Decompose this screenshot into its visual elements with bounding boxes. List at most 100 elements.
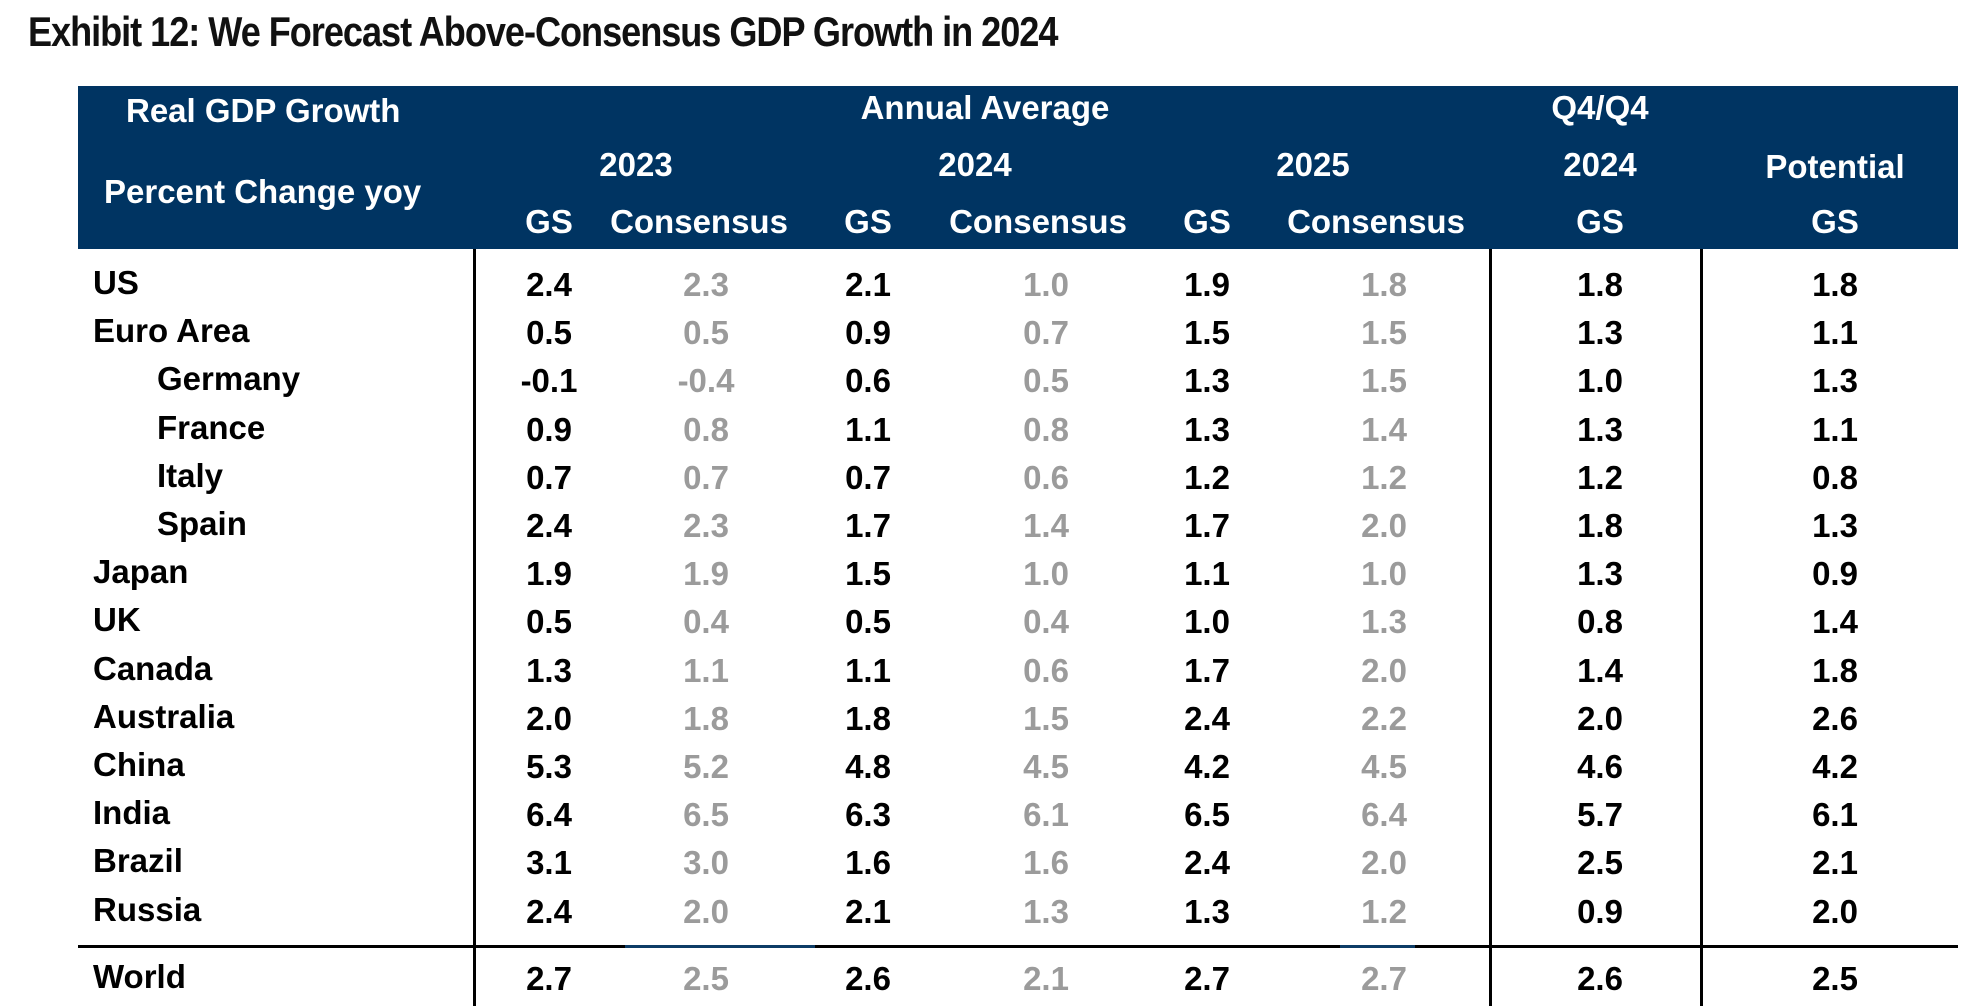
cell-2023-gs: 2.7 bbox=[526, 960, 572, 997]
header-year-2023: 2023 bbox=[599, 146, 673, 183]
cell-2023-gs: 2.4 bbox=[526, 266, 572, 303]
cell-2025-gs: 1.2 bbox=[1184, 459, 1230, 496]
cell-2024-consensus: 6.1 bbox=[1023, 796, 1069, 833]
cell-2024-consensus: 0.8 bbox=[1023, 411, 1069, 448]
cell-q4q4-gs: 5.7 bbox=[1577, 796, 1623, 833]
cell-2024-gs: 0.6 bbox=[845, 362, 891, 399]
column-divider-potential bbox=[1700, 249, 1703, 1006]
cell-2023-consensus: 1.1 bbox=[683, 652, 729, 689]
row-label: Brazil bbox=[93, 842, 183, 879]
world-separator-line bbox=[78, 945, 1958, 948]
row-label: France bbox=[157, 409, 266, 446]
cell-2024-gs: 2.1 bbox=[845, 893, 891, 930]
cell-2023-consensus: 2.0 bbox=[683, 893, 729, 930]
cell-2025-gs: 4.2 bbox=[1184, 748, 1230, 785]
row-label: Spain bbox=[157, 505, 247, 542]
cell-potential-gs: 1.1 bbox=[1812, 314, 1858, 351]
cell-2023-gs: 2.4 bbox=[526, 893, 572, 930]
cell-2023-gs: 0.5 bbox=[526, 314, 572, 351]
cell-2024-gs: 1.1 bbox=[845, 652, 891, 689]
cell-2025-gs: 1.7 bbox=[1184, 652, 1230, 689]
cell-potential-gs: 6.1 bbox=[1812, 796, 1858, 833]
header-year-2025: 2025 bbox=[1276, 146, 1350, 183]
cell-2024-gs: 2.6 bbox=[845, 960, 891, 997]
cell-2025-consensus: 1.2 bbox=[1361, 459, 1407, 496]
cell-2023-consensus: 1.9 bbox=[683, 555, 729, 592]
cell-potential-gs: 2.0 bbox=[1812, 893, 1858, 930]
cell-2024-consensus: 1.3 bbox=[1023, 893, 1069, 930]
cell-2023-consensus: 0.7 bbox=[683, 459, 729, 496]
cell-2024-gs: 6.3 bbox=[845, 796, 891, 833]
cell-2023-consensus: 2.3 bbox=[683, 507, 729, 544]
cell-q4q4-gs: 1.8 bbox=[1577, 266, 1623, 303]
cell-2024-consensus: 0.6 bbox=[1023, 652, 1069, 689]
cell-2023-gs: -0.1 bbox=[520, 362, 578, 399]
cell-2025-consensus: 2.0 bbox=[1361, 844, 1407, 881]
cell-2025-consensus: 1.8 bbox=[1361, 266, 1407, 303]
cell-potential-gs: 2.6 bbox=[1812, 700, 1858, 737]
cell-potential-gs: 1.4 bbox=[1812, 603, 1858, 640]
cell-2024-gs: 0.5 bbox=[845, 603, 891, 640]
cell-potential-gs: 0.9 bbox=[1812, 555, 1858, 592]
cell-2025-consensus: 1.3 bbox=[1361, 603, 1407, 640]
world-separator-accent-1 bbox=[625, 945, 815, 948]
header-potential-gs: GS bbox=[1811, 203, 1859, 240]
cell-2024-consensus: 2.1 bbox=[1023, 960, 1069, 997]
row-label: India bbox=[93, 794, 171, 831]
cell-2025-consensus: 1.5 bbox=[1361, 314, 1407, 351]
row-label: China bbox=[93, 746, 185, 783]
cell-2025-gs: 2.7 bbox=[1184, 960, 1230, 997]
header-2025-consensus: Consensus bbox=[1287, 203, 1465, 240]
header-q4q4: Q4/Q4 bbox=[1551, 89, 1649, 126]
cell-2025-consensus: 1.4 bbox=[1361, 411, 1407, 448]
cell-q4q4-gs: 1.3 bbox=[1577, 314, 1623, 351]
row-label: Euro Area bbox=[93, 312, 250, 349]
cell-2025-consensus: 2.0 bbox=[1361, 507, 1407, 544]
cell-2023-consensus: -0.4 bbox=[677, 362, 735, 399]
row-label: Russia bbox=[93, 891, 202, 928]
row-label: Australia bbox=[93, 698, 235, 735]
row-label: US bbox=[93, 264, 139, 301]
cell-2025-consensus: 2.0 bbox=[1361, 652, 1407, 689]
cell-potential-gs: 2.5 bbox=[1812, 960, 1858, 997]
cell-2025-gs: 1.3 bbox=[1184, 362, 1230, 399]
row-label: Canada bbox=[93, 650, 213, 687]
cell-2025-consensus: 2.7 bbox=[1361, 960, 1407, 997]
header-2024-consensus: Consensus bbox=[949, 203, 1127, 240]
header-2023-gs: GS bbox=[525, 203, 573, 240]
cell-2023-gs: 0.7 bbox=[526, 459, 572, 496]
exhibit-title: Exhibit 12: We Forecast Above-Consensus … bbox=[28, 8, 1058, 55]
cell-2025-gs: 1.9 bbox=[1184, 266, 1230, 303]
cell-potential-gs: 1.8 bbox=[1812, 652, 1858, 689]
header-2025-gs: GS bbox=[1183, 203, 1231, 240]
cell-q4q4-gs: 1.2 bbox=[1577, 459, 1623, 496]
cell-2024-consensus: 1.0 bbox=[1023, 555, 1069, 592]
header-q4-year-2024: 2024 bbox=[1563, 146, 1637, 183]
cell-q4q4-gs: 2.6 bbox=[1577, 960, 1623, 997]
header-potential: Potential bbox=[1765, 148, 1905, 185]
cell-2024-consensus: 0.7 bbox=[1023, 314, 1069, 351]
cell-2025-consensus: 2.2 bbox=[1361, 700, 1407, 737]
cell-q4q4-gs: 1.3 bbox=[1577, 411, 1623, 448]
cell-potential-gs: 1.3 bbox=[1812, 362, 1858, 399]
cell-potential-gs: 4.2 bbox=[1812, 748, 1858, 785]
cell-2025-consensus: 4.5 bbox=[1361, 748, 1407, 785]
header-q4q4-gs: GS bbox=[1576, 203, 1624, 240]
cell-2024-gs: 2.1 bbox=[845, 266, 891, 303]
cell-potential-gs: 2.1 bbox=[1812, 844, 1858, 881]
cell-2024-gs: 0.9 bbox=[845, 314, 891, 351]
cell-2023-gs: 1.9 bbox=[526, 555, 572, 592]
header-year-2024: 2024 bbox=[938, 146, 1012, 183]
cell-2023-gs: 6.4 bbox=[526, 796, 572, 833]
cell-2024-consensus: 0.5 bbox=[1023, 362, 1069, 399]
cell-2025-gs: 2.4 bbox=[1184, 844, 1230, 881]
cell-2025-gs: 2.4 bbox=[1184, 700, 1230, 737]
cell-2023-consensus: 6.5 bbox=[683, 796, 729, 833]
cell-q4q4-gs: 0.8 bbox=[1577, 603, 1623, 640]
row-label: Germany bbox=[157, 360, 301, 397]
cell-2024-gs: 1.7 bbox=[845, 507, 891, 544]
cell-2025-consensus: 1.2 bbox=[1361, 893, 1407, 930]
cell-2023-consensus: 0.8 bbox=[683, 411, 729, 448]
cell-q4q4-gs: 1.3 bbox=[1577, 555, 1623, 592]
cell-2025-gs: 1.3 bbox=[1184, 411, 1230, 448]
